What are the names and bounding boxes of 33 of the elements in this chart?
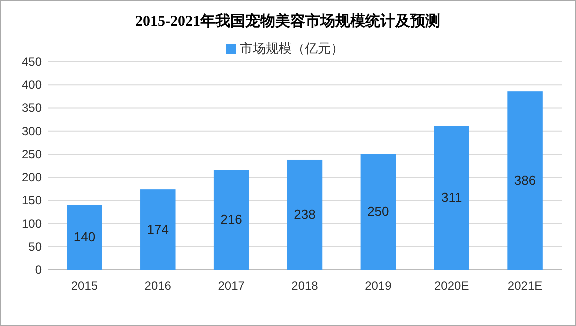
bar <box>67 205 102 270</box>
y-tick-label: 200 <box>22 170 42 185</box>
x-tick-label: 2021E <box>508 279 543 293</box>
data-label: 386 <box>514 172 536 188</box>
x-tick-label: 2020E <box>434 279 470 293</box>
y-tick-label: 150 <box>22 194 42 208</box>
y-tick-label: 300 <box>22 124 42 138</box>
bar <box>214 170 250 270</box>
x-tick-label: 2016 <box>144 279 172 293</box>
y-tick-label: 350 <box>22 101 42 116</box>
data-label: 238 <box>294 206 316 222</box>
x-tick-label: 2015 <box>71 279 98 293</box>
y-tick-label: 400 <box>22 78 42 92</box>
bar <box>434 126 470 270</box>
chart-title: 2015-2021年我国宠物美容市场规模统计及预测 <box>136 12 440 30</box>
data-label: 140 <box>74 230 96 245</box>
data-label: 250 <box>368 204 390 220</box>
data-label: 174 <box>147 222 169 237</box>
bar <box>140 190 176 270</box>
x-tick-label: 2019 <box>365 279 392 293</box>
bar <box>360 154 396 270</box>
legend-label: 市场规模（亿元） <box>240 41 344 56</box>
x-tick-label: 2017 <box>218 279 246 293</box>
y-tick-label: 50 <box>28 240 42 254</box>
x-tick-label: 2018 <box>292 279 319 293</box>
y-tick-label: 0 <box>35 263 42 277</box>
data-label: 311 <box>441 190 462 206</box>
data-label: 216 <box>220 212 242 228</box>
y-tick-label: 450 <box>22 55 42 69</box>
bar <box>287 160 323 270</box>
y-tick-label: 100 <box>22 216 42 231</box>
bar <box>508 92 543 270</box>
y-tick-label: 250 <box>22 147 42 162</box>
